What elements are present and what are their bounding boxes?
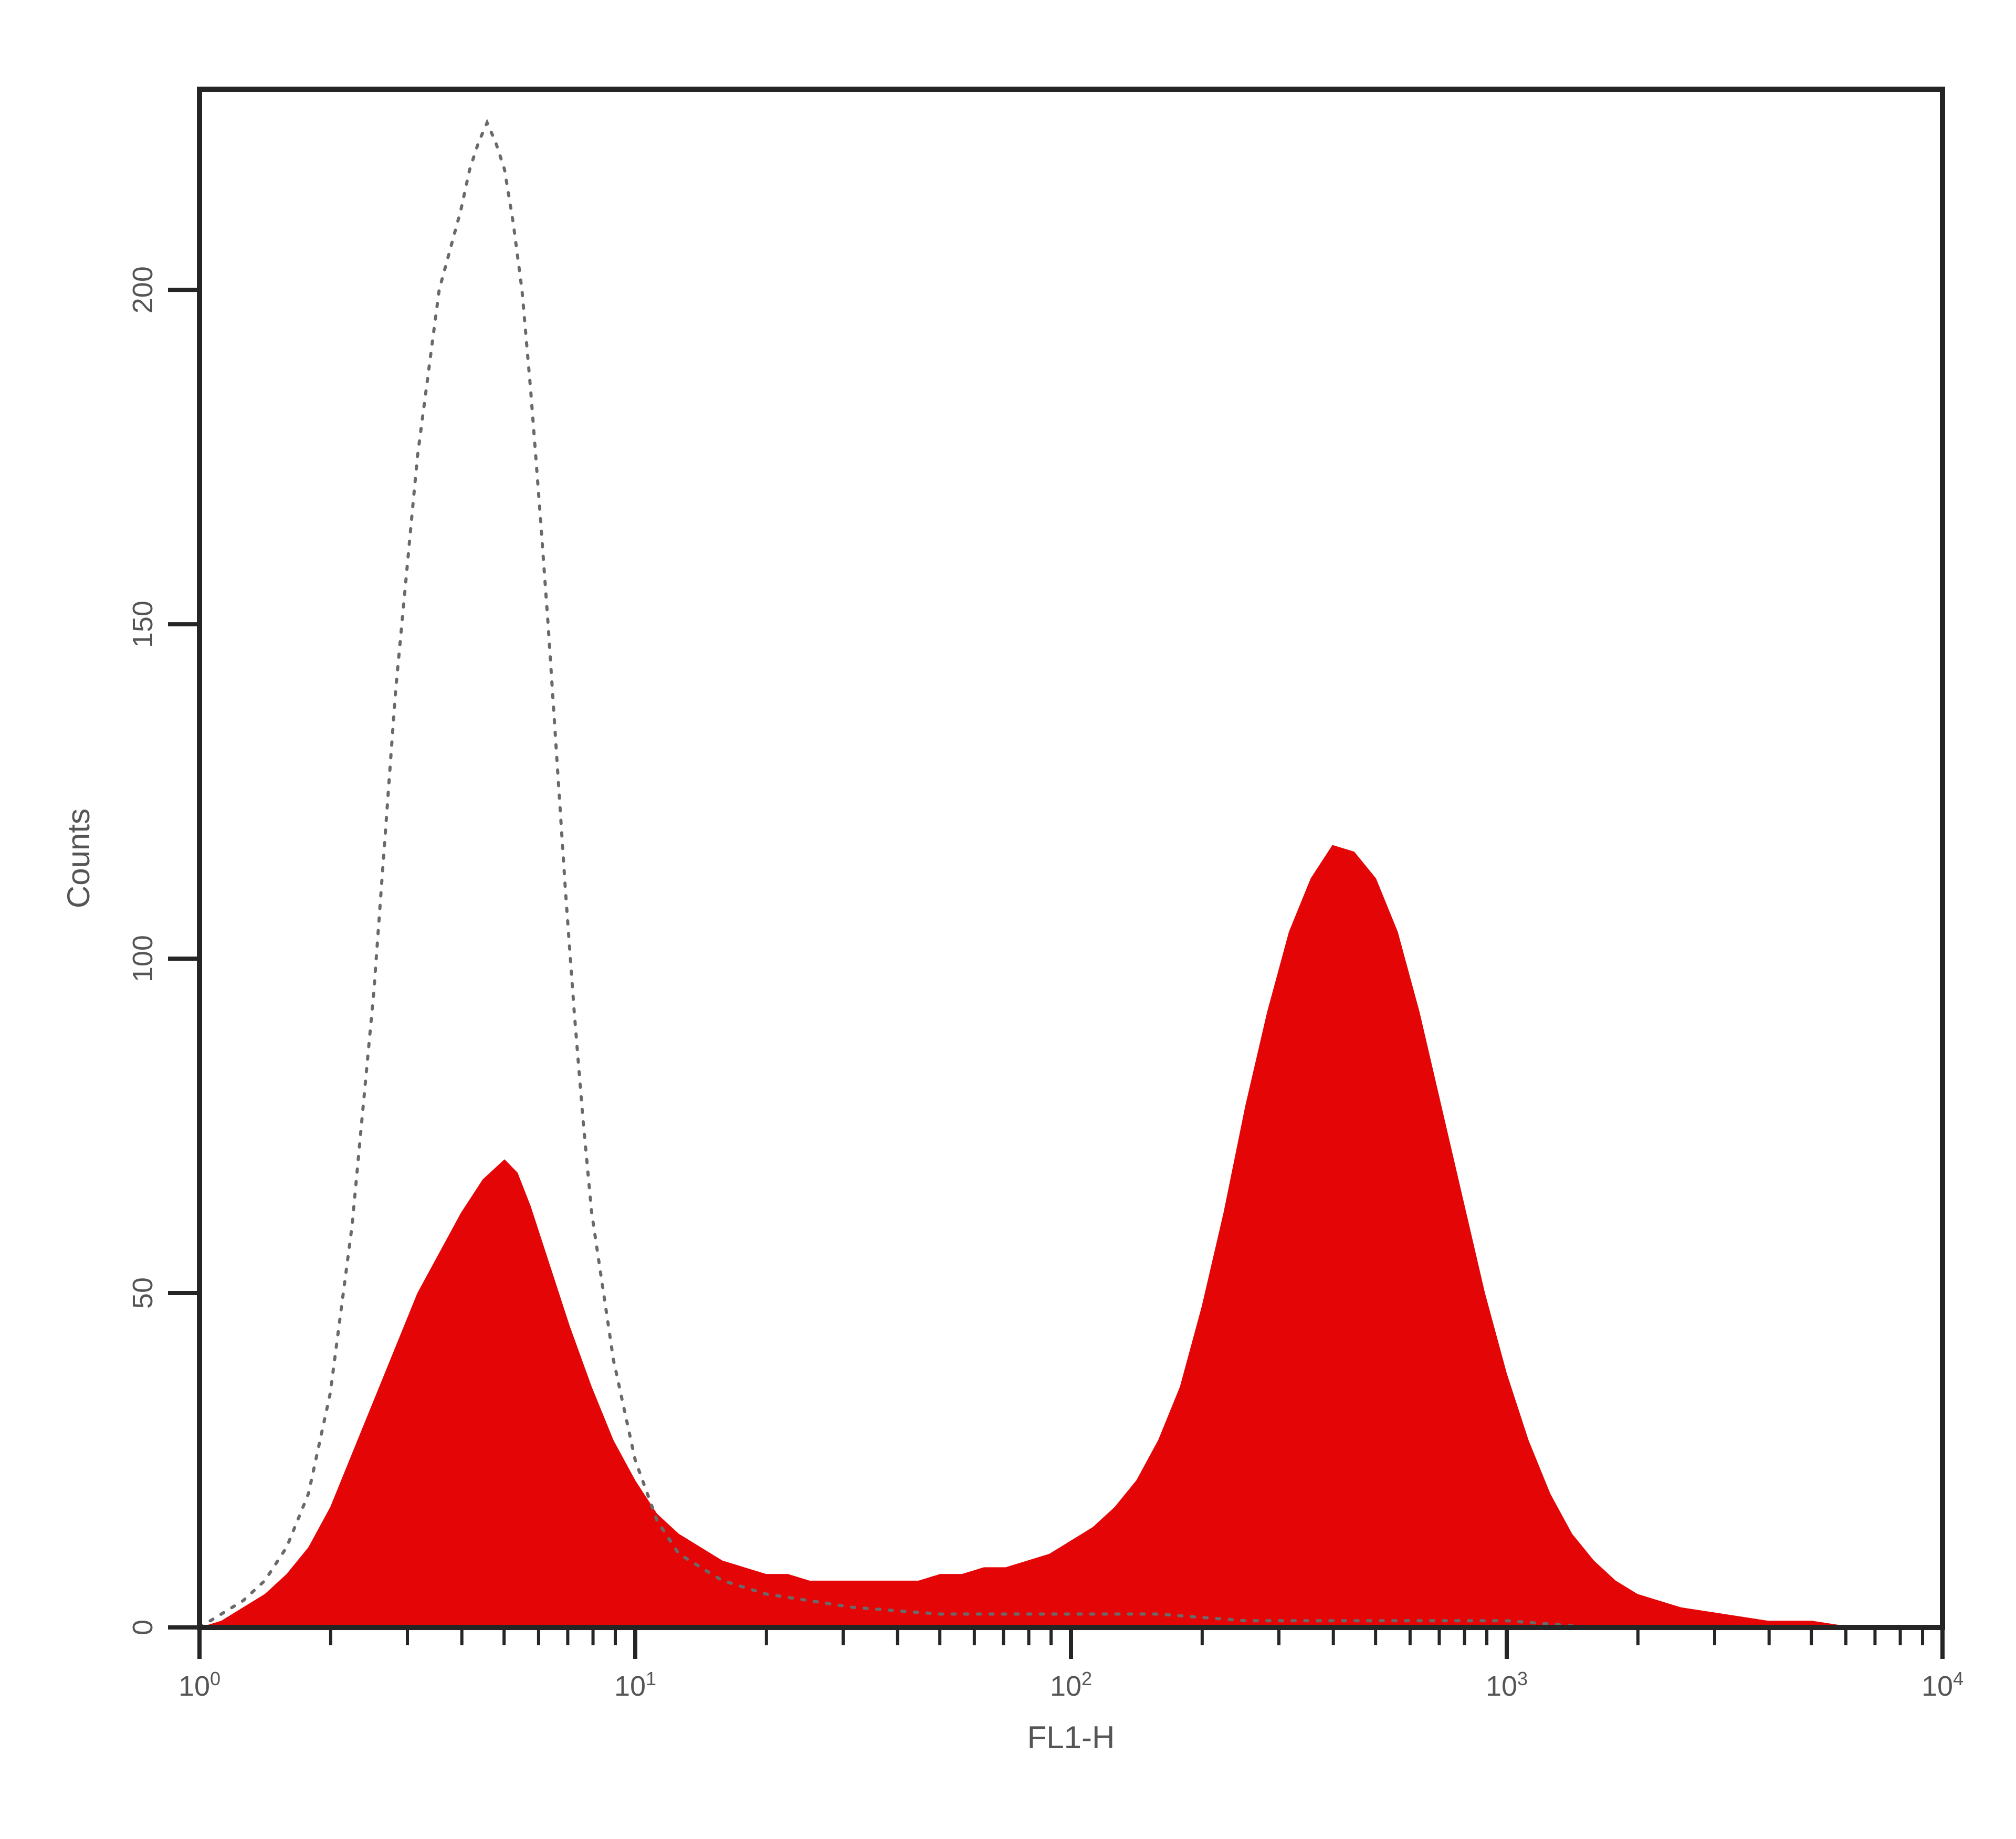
y-tick-label: 50 — [127, 1277, 159, 1309]
flow-cytometry-histogram: FL1-H Counts 100 101 102 103 104 0 50 100 150 20… — [0, 0, 2016, 1839]
x-tick-labels: 100 101 102 103 104 — [178, 1668, 1964, 1703]
x-axis-label: FL1-H — [1027, 1720, 1115, 1755]
y-tick-label: 0 — [127, 1620, 159, 1635]
x-tick-label: 100 — [178, 1668, 220, 1703]
y-axis-label: Counts — [61, 808, 96, 908]
chart-svg: FL1-H Counts 100 101 102 103 104 0 50 100 150 20… — [0, 0, 2016, 1839]
y-tick-labels: 0 50 100 150 200 — [127, 266, 159, 1635]
y-tick-label: 200 — [127, 266, 159, 313]
x-tick-label: 104 — [1922, 1668, 1964, 1703]
x-tick-label: 101 — [614, 1668, 656, 1703]
x-tick-label: 102 — [1050, 1668, 1092, 1703]
y-tick-label: 150 — [127, 601, 159, 648]
x-tick-label: 103 — [1486, 1668, 1528, 1703]
y-tick-label: 100 — [127, 935, 159, 982]
